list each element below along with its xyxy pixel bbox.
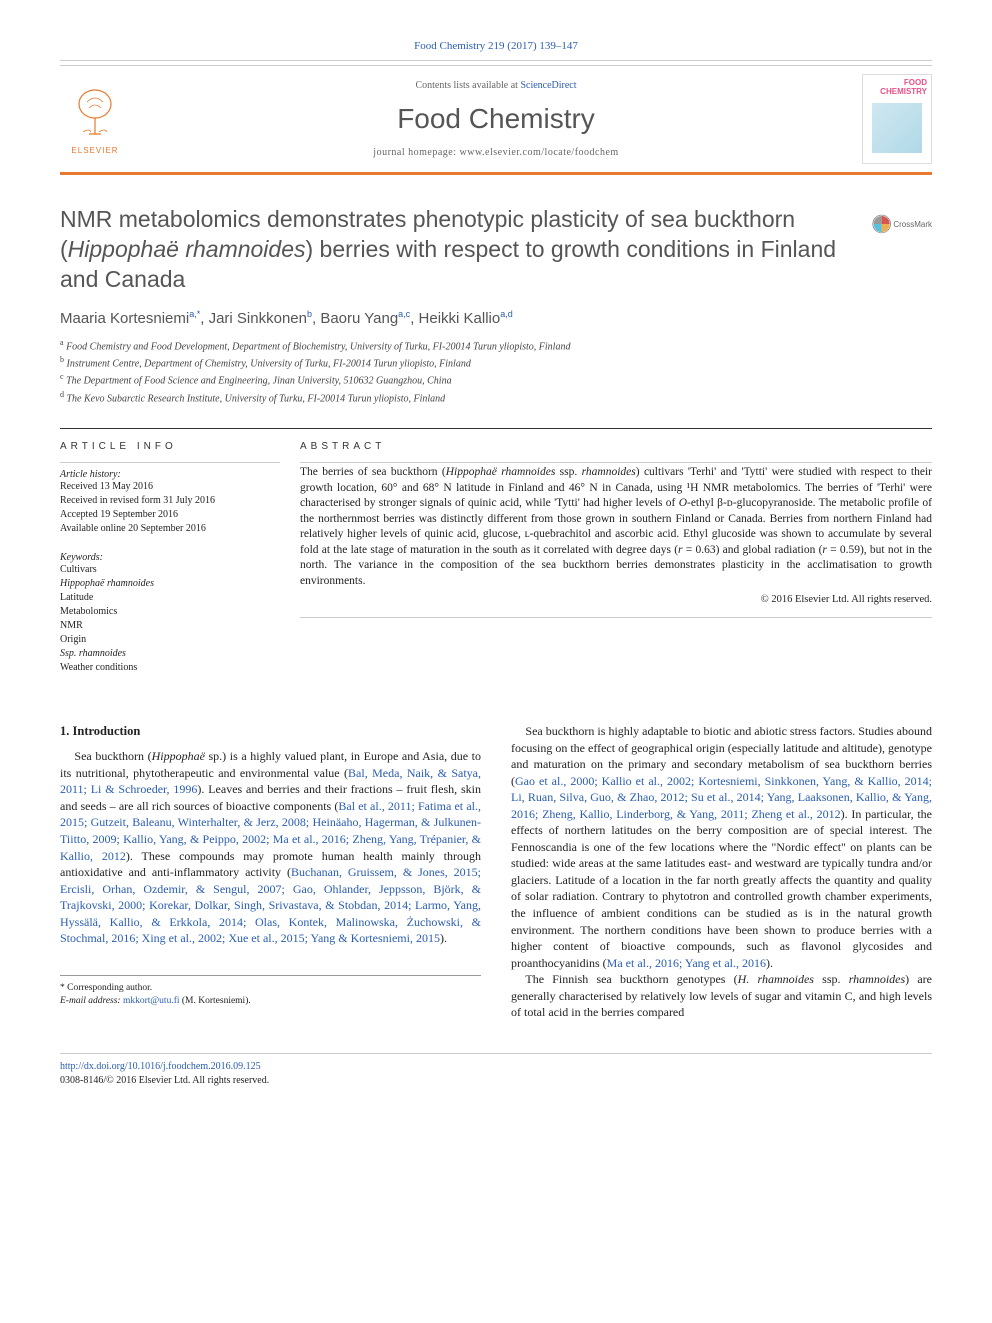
crossmark-badge[interactable]: CrossMark [872,209,932,239]
history-line: Received 13 May 2016 [60,480,280,494]
keyword: NMR [60,619,280,633]
journal-cover-thumb[interactable]: FOOD CHEMISTRY [862,74,932,164]
article-info-column: ARTICLE INFO Article history: Received 1… [60,428,300,675]
keyword: Origin [60,633,280,647]
homepage-line: journal homepage: www.elsevier.com/locat… [130,147,862,158]
history-line: Received in revised form 31 July 2016 [60,494,280,508]
author-list: Maaria Kortesniemia,*, Jari Sinkkonenb, … [60,309,932,327]
crossmark-label: CrossMark [893,220,932,229]
affiliation: a Food Chemistry and Food Development, D… [60,337,932,354]
keyword: Cultivars [60,563,280,577]
masthead: ELSEVIER Contents lists available at Sci… [60,65,932,172]
affiliation: c The Department of Food Science and Eng… [60,371,932,388]
history-line: Available online 20 September 2016 [60,522,280,536]
abstract-text: The berries of sea buckthorn (Hippophaë … [300,465,932,618]
cover-image [872,103,922,153]
keywords-list: CultivarsHippophaë rhamnoidesLatitudeMet… [60,563,280,675]
journal-name: Food Chemistry [130,103,862,135]
doi-link[interactable]: http://dx.doi.org/10.1016/j.foodchem.201… [60,1061,261,1072]
contents-lists-line: Contents lists available at ScienceDirec… [130,80,862,91]
history-lines: Received 13 May 2016Received in revised … [60,480,280,536]
orange-rule [60,172,932,175]
article-info-label: ARTICLE INFO [60,429,280,460]
sciencedirect-link[interactable]: ScienceDirect [520,80,576,91]
keyword: Latitude [60,591,280,605]
affiliation: d The Kevo Subarctic Research Institute,… [60,389,932,406]
body-columns: 1. Introduction Sea buckthorn (Hippophaë… [60,723,932,1033]
affiliation: b Instrument Centre, Department of Chemi… [60,354,932,371]
issn-copyright: 0308-8146/© 2016 Elsevier Ltd. All right… [60,1074,932,1088]
crossmark-icon [872,213,891,235]
rule [60,60,932,61]
homepage-url[interactable]: www.elsevier.com/locate/foodchem [460,147,619,158]
abstract-label: ABSTRACT [300,429,932,460]
author: Maaria Kortesniemia,* [60,310,200,327]
journal-reference: Food Chemistry 219 (2017) 139–147 [60,40,932,52]
article-title: NMR metabolomics demonstrates phenotypic… [60,205,852,295]
keyword: Weather conditions [60,661,280,675]
keyword: Ssp. rhamnoides [60,647,280,661]
keyword: Metabolomics [60,605,280,619]
elsevier-wordmark: ELSEVIER [71,146,118,155]
intro-p3: The Finnish sea buckthorn genotypes (H. … [511,971,932,1021]
author: Heikki Kallioa,d [419,310,513,327]
keywords-label: Keywords: [60,552,280,563]
journal-ref-link[interactable]: Food Chemistry 219 (2017) 139–147 [414,40,578,52]
abstract-copyright: © 2016 Elsevier Ltd. All rights reserved… [300,593,932,607]
affiliation-list: a Food Chemistry and Food Development, D… [60,337,932,406]
corresponding-email-link[interactable]: mkkort@utu.fi [123,996,180,1006]
author: Jari Sinkkonenb [209,310,312,327]
abstract-column: ABSTRACT The berries of sea buckthorn (H… [300,428,932,675]
corresponding-author-footnote: * Corresponding author. E-mail address: … [60,975,481,1009]
masthead-center: Contents lists available at ScienceDirec… [130,80,862,158]
contents-prefix: Contents lists available at [415,80,520,91]
keyword: Hippophaë rhamnoides [60,577,280,591]
intro-heading: 1. Introduction [60,723,481,740]
cover-title: FOOD CHEMISTRY [867,79,927,97]
history-line: Accepted 19 September 2016 [60,508,280,522]
elsevier-logo[interactable]: ELSEVIER [60,79,130,159]
intro-p2: Sea buckthorn is highly adaptable to bio… [511,723,932,971]
page-footer: http://dx.doi.org/10.1016/j.foodchem.201… [60,1053,932,1088]
author: Baoru Yanga,c [320,310,410,327]
citation-link[interactable]: Ma et al., 2016; Yang et al., 2016 [607,956,766,970]
elsevier-tree-icon [65,84,125,144]
homepage-prefix: journal homepage: [373,147,459,158]
intro-p1: Sea buckthorn (Hippophaë sp.) is a highl… [60,748,481,947]
history-label: Article history: [60,469,280,480]
